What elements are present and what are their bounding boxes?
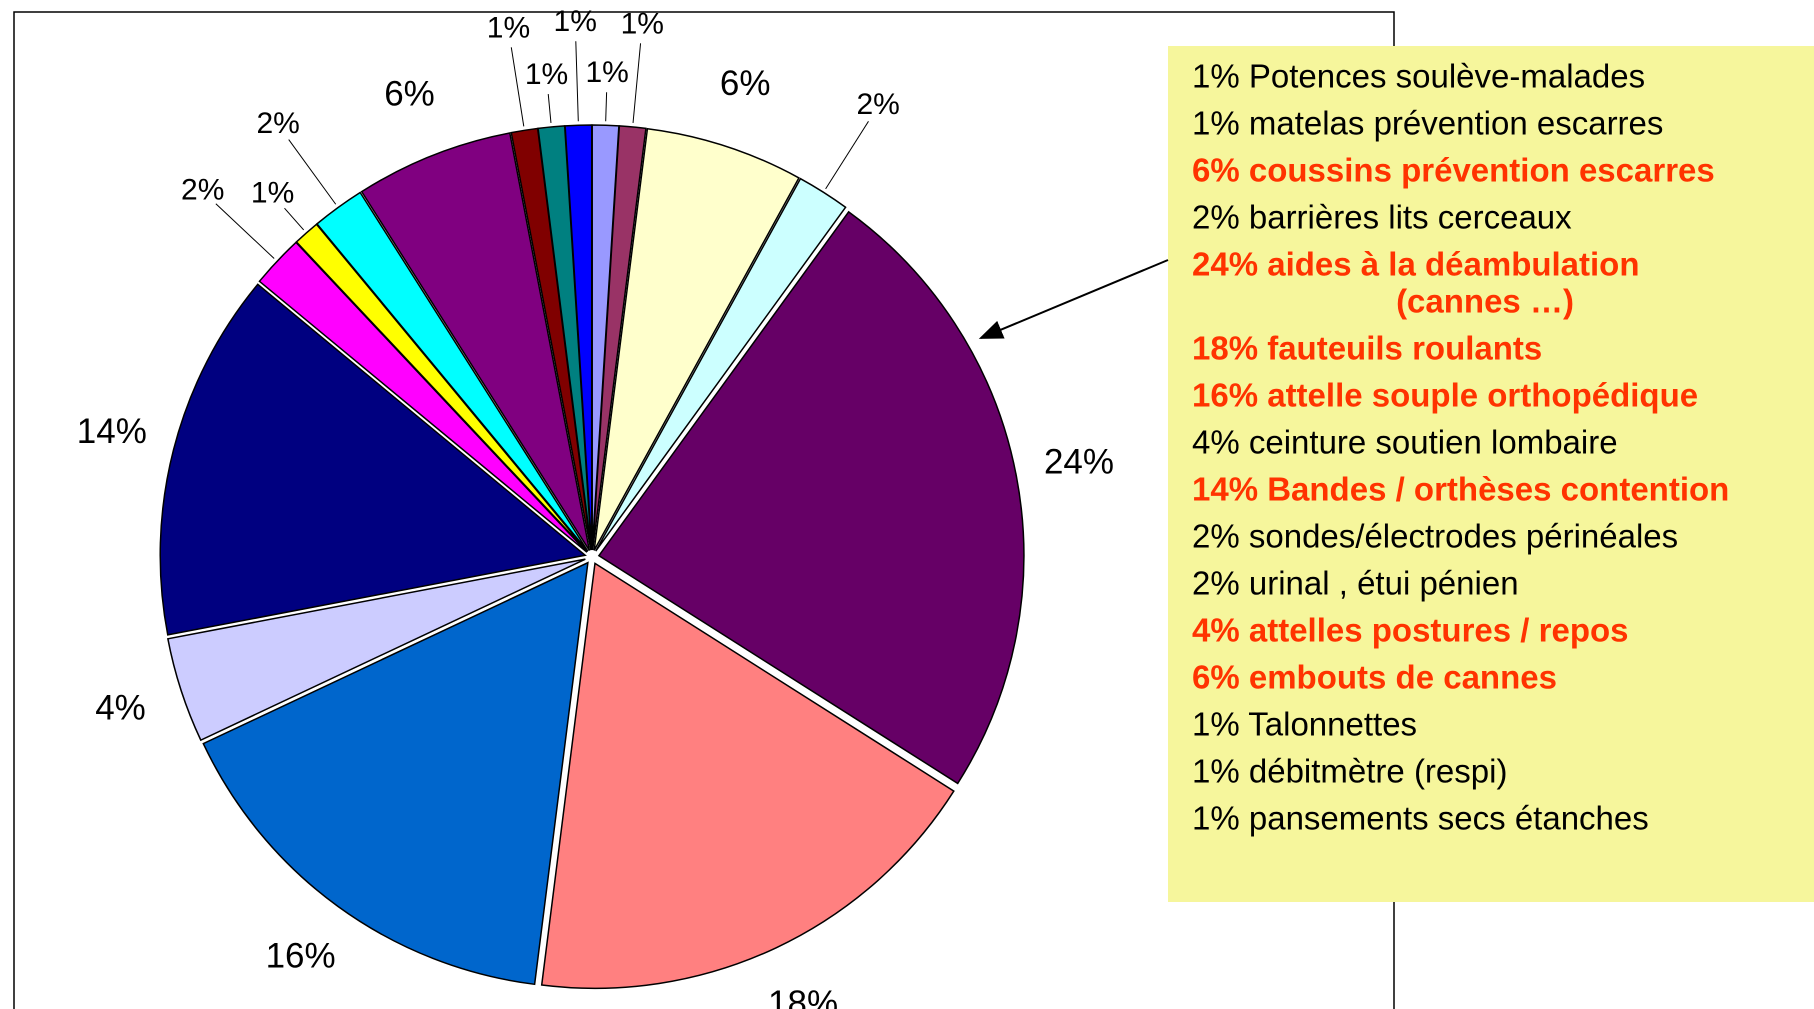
slice-label: 16% (266, 936, 336, 975)
legend-item-continuation: (cannes …) (1396, 283, 1574, 320)
pie: 1% 1% 6% 2% 24% 18% 16% 4% 14% 2% 1% 2% 6% 1% 1% 1% (77, 5, 1114, 1009)
slice-label: 6% (720, 64, 771, 103)
pie-slice (159, 283, 587, 636)
legend-item: 2% sondes/électrodes périnéales (1192, 518, 1678, 555)
slice-label: 14% (77, 412, 147, 451)
slice-label: 2% (856, 88, 899, 121)
leader-line (825, 121, 869, 190)
leader-line (547, 94, 552, 123)
pie-slice (593, 127, 800, 551)
legend: 1% Potences soulève-malades 1% matelas pr… (1192, 58, 1729, 837)
slice-label: 6% (384, 74, 435, 113)
legend-item: 18% fauteuils roulants (1192, 330, 1542, 367)
legend-item: 1% Potences soulève-malades (1192, 58, 1645, 95)
slice-label: 1% (525, 58, 568, 91)
arrow (978, 259, 1169, 339)
leader-line (632, 43, 642, 123)
pie-slice (315, 191, 589, 552)
legend-item: 2% urinal , étui pénien (1192, 565, 1519, 602)
legend-item: 16% attelle souple orthopédique (1192, 377, 1698, 414)
leader-line (605, 92, 608, 122)
legend-item: 1% Talonnettes (1192, 706, 1417, 743)
slice-label: 1% (251, 177, 294, 210)
slice-label: 2% (256, 107, 299, 140)
slice-label: 1% (585, 56, 628, 89)
pie-slice (595, 177, 847, 552)
legend-item: 1% matelas prévention escarres (1192, 105, 1663, 142)
legend-item: 14% Bandes / orthèses contention (1192, 471, 1729, 508)
legend-item: 4% ceinture soutien lombaire (1192, 424, 1618, 461)
legend-item: 24% aides à la déambulation (1192, 246, 1640, 283)
slice-label: 1% (621, 7, 664, 40)
legend-item: 6% embouts de cannes (1192, 659, 1557, 696)
leader-line (575, 41, 579, 122)
pie-slice (540, 562, 955, 990)
slice-label: 4% (95, 688, 146, 727)
pie-slice (166, 558, 586, 742)
legend-item: 1% débitmètre (respi) (1192, 753, 1507, 790)
pie-slice (591, 125, 647, 551)
slice-label: 18% (768, 984, 838, 1009)
slice-label: 2% (181, 173, 224, 206)
slice-label: 24% (1044, 442, 1114, 481)
legend-item: 4% attelles postures / repos (1192, 612, 1629, 649)
leader-line (510, 47, 525, 127)
legend-item: 6% coussins prévention escarres (1192, 152, 1715, 189)
leader-line (284, 207, 305, 231)
legend-item: 2% barrières lits cerceaux (1192, 199, 1572, 236)
slice-label: 1% (554, 5, 597, 38)
pie-slice (597, 210, 1025, 785)
leader-line (288, 139, 337, 205)
slice-label: 1% (487, 11, 530, 44)
leader-line (215, 203, 275, 259)
legend-item: 1% pansements secs étanches (1192, 800, 1649, 837)
pie-slice (564, 124, 593, 551)
legend-box (1168, 46, 1814, 902)
pie-slice (360, 132, 591, 551)
pie-slice (202, 561, 589, 986)
